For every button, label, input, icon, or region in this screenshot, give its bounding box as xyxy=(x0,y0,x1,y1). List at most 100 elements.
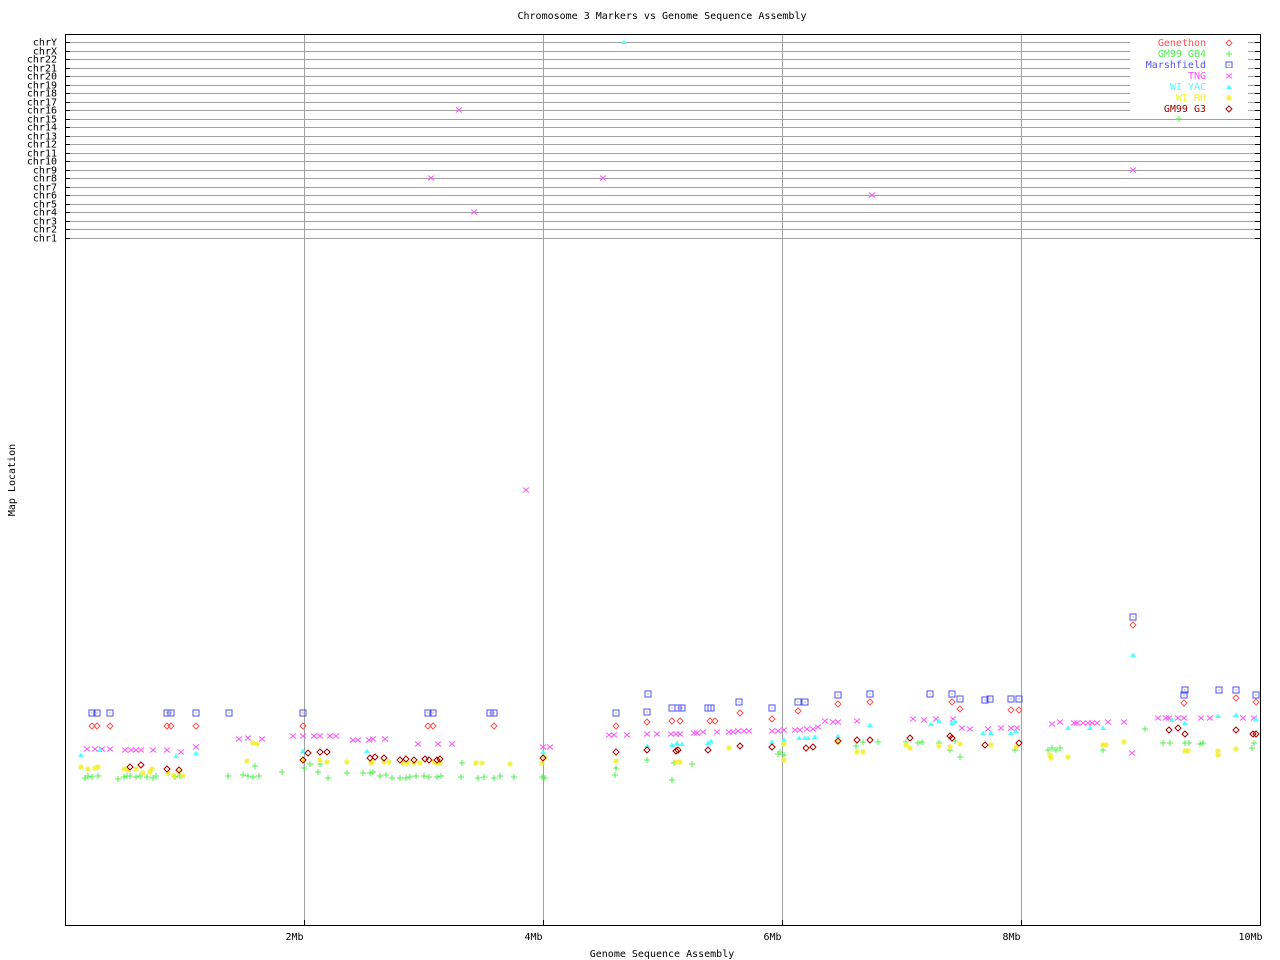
triangle-shape xyxy=(1008,730,1014,735)
data-point xyxy=(1180,715,1188,721)
data-point xyxy=(676,731,684,737)
other-chromosome-point xyxy=(621,39,627,44)
plus-shape xyxy=(127,773,133,779)
data-point xyxy=(1249,745,1255,751)
data-point xyxy=(349,737,357,743)
triangle-shape xyxy=(949,720,955,725)
data-point xyxy=(132,747,140,753)
data-point xyxy=(301,765,307,771)
x-shape xyxy=(427,175,435,181)
square-dot xyxy=(1184,689,1186,691)
plus-shape xyxy=(1226,51,1232,57)
data-point xyxy=(163,722,171,730)
asterisk-shape xyxy=(957,741,963,747)
plus-shape xyxy=(1251,740,1257,746)
asterisk-shape xyxy=(479,760,485,766)
plus-shape xyxy=(1160,740,1166,746)
data-point xyxy=(299,756,307,764)
other-chromosome-point xyxy=(427,175,435,181)
plus-shape xyxy=(413,773,419,779)
asterisk-shape xyxy=(369,759,375,765)
data-point xyxy=(402,755,410,763)
square-shape xyxy=(1181,686,1189,694)
plus-shape xyxy=(1057,745,1063,751)
data-point xyxy=(377,773,383,779)
data-point xyxy=(812,734,818,739)
data-point xyxy=(673,759,679,765)
plus-shape xyxy=(689,761,695,767)
data-point xyxy=(1165,726,1173,734)
diamond-shape xyxy=(424,722,432,730)
x-shape xyxy=(539,744,547,750)
data-point xyxy=(1065,754,1071,760)
data-point xyxy=(1142,726,1148,732)
data-point xyxy=(1232,694,1240,702)
plus-shape xyxy=(775,751,781,757)
square-dot xyxy=(989,698,991,700)
plus-shape xyxy=(1249,745,1255,751)
square-shape xyxy=(1232,686,1240,694)
data-point xyxy=(125,767,131,773)
x-shape xyxy=(163,747,171,753)
square-shape xyxy=(926,690,934,698)
data-point xyxy=(163,747,171,753)
data-point xyxy=(360,770,366,776)
data-point xyxy=(853,718,861,724)
legend-marker xyxy=(1225,105,1233,113)
diamond-shape xyxy=(1225,105,1233,113)
data-point xyxy=(1121,739,1127,745)
diamond-shape xyxy=(396,756,404,764)
data-point xyxy=(473,760,479,766)
asterisk-shape xyxy=(133,766,139,772)
x-shape xyxy=(365,737,373,743)
data-point xyxy=(431,759,437,765)
data-point xyxy=(546,744,554,750)
plus-shape xyxy=(250,774,256,780)
data-point xyxy=(1251,740,1257,746)
asterisk-shape xyxy=(473,760,479,766)
square-dot xyxy=(1255,694,1257,696)
data-point xyxy=(1015,739,1023,747)
data-point xyxy=(95,764,101,770)
square-dot xyxy=(1235,689,1237,691)
data-point xyxy=(486,709,494,717)
data-point xyxy=(1008,730,1014,735)
data-point xyxy=(736,742,744,750)
diamond-shape xyxy=(706,717,714,725)
plus-shape xyxy=(252,763,258,769)
x-shape xyxy=(599,175,607,181)
data-point xyxy=(1013,725,1021,731)
triangle-shape xyxy=(1233,712,1239,717)
data-point xyxy=(365,737,373,743)
square-dot xyxy=(1018,698,1020,700)
x-shape xyxy=(1073,720,1081,726)
asterisk-shape xyxy=(781,741,787,747)
triangle-shape xyxy=(781,737,787,742)
asterisk-shape xyxy=(781,757,787,763)
square-dot xyxy=(302,712,304,714)
data-point xyxy=(794,698,802,706)
data-point xyxy=(165,770,171,776)
square-dot xyxy=(96,712,98,714)
data-point xyxy=(1197,715,1205,721)
x-shape xyxy=(1128,750,1136,756)
asterisk-shape xyxy=(1233,746,1239,752)
data-point xyxy=(740,728,748,734)
x-shape xyxy=(522,487,530,493)
square-dot xyxy=(228,712,230,714)
data-point xyxy=(986,695,994,703)
data-point xyxy=(163,765,171,773)
data-point xyxy=(258,736,266,742)
chart-title: Chromosome 3 Markers vs Genome Sequence … xyxy=(518,11,807,22)
asterisk-shape xyxy=(988,742,994,748)
data-point xyxy=(1047,752,1053,758)
data-point xyxy=(434,774,440,780)
data-point xyxy=(389,775,395,781)
data-point xyxy=(371,753,379,761)
asterisk-shape xyxy=(613,758,619,764)
diamond-shape xyxy=(1007,706,1015,714)
plus-shape xyxy=(367,770,373,776)
y-tick-label: chrY xyxy=(33,38,57,49)
asterisk-shape xyxy=(1048,755,1054,761)
